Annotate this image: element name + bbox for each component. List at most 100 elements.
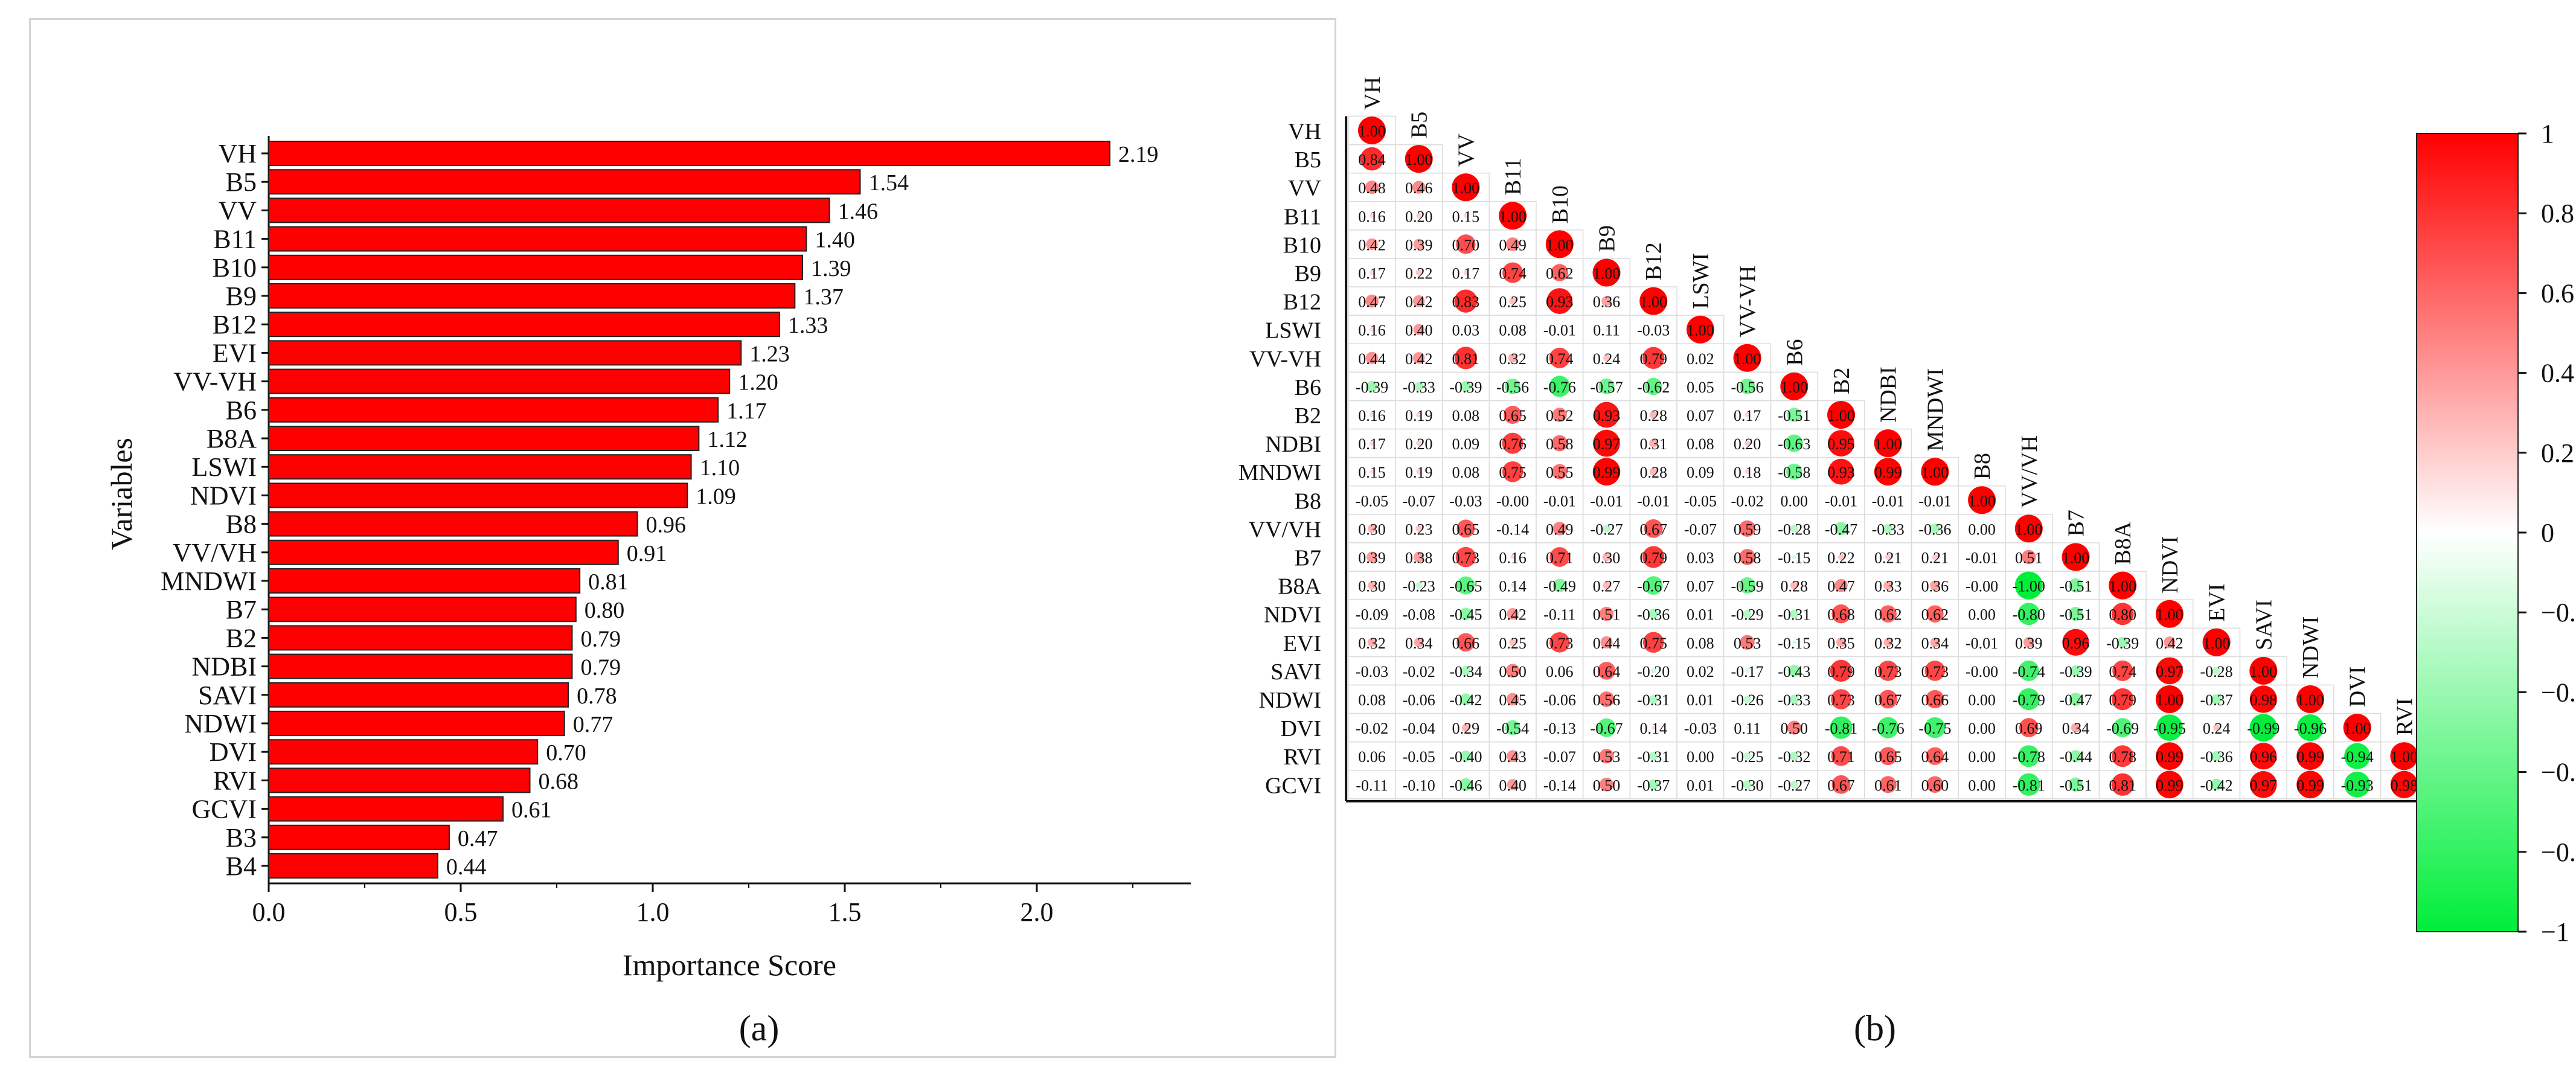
corr-circle xyxy=(1459,607,1472,621)
corr-value: 0.02 xyxy=(1687,663,1714,681)
colorbar-tick-label: −0.6 xyxy=(2541,758,2576,787)
corr-value: -0.07 xyxy=(1403,492,1435,510)
corr-value: 0.30 xyxy=(1358,520,1386,538)
corr-circle xyxy=(1559,328,1561,331)
corr-circle xyxy=(1597,718,1616,737)
corr-value: -0.33 xyxy=(1778,691,1810,709)
corr-circle xyxy=(1413,551,1424,563)
corr-col-label: VV xyxy=(1453,133,1479,167)
corr-circle xyxy=(2296,770,2324,799)
corr-value: 0.74 xyxy=(1499,265,1527,283)
corr-value: 0.39 xyxy=(1405,236,1433,254)
corr-value: -0.43 xyxy=(1778,663,1810,681)
bar-category-label: SAVI xyxy=(198,681,257,710)
corr-circle xyxy=(2344,743,2371,769)
bar-value-label: 0.68 xyxy=(538,769,578,794)
corr-circle xyxy=(1502,432,1523,454)
corr-value: -0.26 xyxy=(1731,691,1764,709)
corr-value: -0.37 xyxy=(2200,691,2233,709)
corr-row-label: B10 xyxy=(1283,232,1321,258)
corr-value: -0.51 xyxy=(2059,578,2092,595)
corr-col-label: B12 xyxy=(1641,242,1667,280)
bar-NDVI xyxy=(268,482,688,508)
corr-value: 0.99 xyxy=(1593,464,1621,481)
caption-a: (a) xyxy=(739,1008,780,1048)
corr-value: 0.21 xyxy=(1874,549,1902,567)
corr-circle xyxy=(2249,656,2278,685)
bar-value-label: 1.39 xyxy=(811,256,851,281)
corr-circle xyxy=(1981,726,1983,729)
corr-circle xyxy=(1828,430,1854,456)
corr-value: -0.99 xyxy=(2247,720,2280,737)
bar-category-label: B6 xyxy=(226,395,257,425)
bar-LSWI xyxy=(268,454,692,480)
corr-value: 0.23 xyxy=(1405,520,1433,538)
corr-circle xyxy=(2062,629,2089,656)
corr-circle xyxy=(1413,295,1425,307)
corr-circle xyxy=(2017,688,2040,711)
corr-circle xyxy=(1415,525,1422,532)
bar-B10 xyxy=(268,254,804,280)
corr-circle xyxy=(1831,775,1851,794)
corr-circle xyxy=(2212,667,2221,675)
bar-category-label: NDVI xyxy=(190,481,257,510)
corr-circle xyxy=(1699,527,1702,530)
corr-circle xyxy=(1559,670,1561,672)
corr-value: -0.09 xyxy=(1356,606,1388,624)
bar-category-label: VV/VH xyxy=(173,538,257,568)
corr-circle xyxy=(1699,357,1702,359)
corr-value: -0.51 xyxy=(2059,606,2092,624)
corr-value: 1.00 xyxy=(2015,520,2043,538)
corr-circle xyxy=(1883,638,1893,647)
corr-value: -0.01 xyxy=(1872,492,1905,510)
corr-col-label: MNDWI xyxy=(1923,368,1948,451)
corr-value: 0.08 xyxy=(1687,435,1714,453)
corr-circle xyxy=(1651,725,1656,730)
corr-value: 0.08 xyxy=(1452,464,1480,481)
corr-value: 0.28 xyxy=(1639,407,1667,424)
corr-value: 0.42 xyxy=(1405,293,1433,311)
corr-circle xyxy=(1926,605,1944,623)
corr-value: -0.81 xyxy=(2013,777,2045,794)
corr-col-label: LSWI xyxy=(1688,253,1714,309)
corr-circle xyxy=(1885,554,1891,560)
corr-value: 0.97 xyxy=(1593,435,1621,453)
corr-circle xyxy=(1510,554,1515,560)
corr-circle xyxy=(1790,609,1799,618)
corr-circle xyxy=(1463,270,1469,275)
corr-row-label: VV-VH xyxy=(1249,347,1321,372)
corr-value: -0.36 xyxy=(1918,520,1951,538)
corr-circle xyxy=(1413,324,1424,335)
corr-circle xyxy=(1417,612,1420,615)
corr-value: 0.83 xyxy=(1452,293,1480,311)
corr-value: 0.74 xyxy=(1546,350,1574,368)
corr-circle xyxy=(2023,636,2034,648)
corr-circle xyxy=(1414,382,1424,391)
corr-circle xyxy=(1883,524,1893,533)
corr-circle xyxy=(1365,294,1379,308)
corr-value: 0.47 xyxy=(1358,293,1386,311)
corr-circle xyxy=(1366,380,1377,392)
corr-circle xyxy=(1417,783,1420,786)
corr-value: -0.37 xyxy=(1637,777,1670,794)
corr-value: 0.40 xyxy=(1405,322,1433,339)
corr-value: -0.56 xyxy=(1731,379,1764,396)
bar-category-label: B2 xyxy=(226,623,257,653)
corr-circle xyxy=(1981,698,1983,700)
corr-circle xyxy=(2069,750,2082,763)
corr-value: 0.99 xyxy=(2296,777,2324,794)
corr-circle xyxy=(1456,234,1476,254)
corr-value: 1.00 xyxy=(1968,492,1996,510)
corr-value: 1.00 xyxy=(1452,179,1480,197)
corr-col-label: B6 xyxy=(1782,339,1807,366)
corr-circle xyxy=(1599,606,1614,621)
corr-circle xyxy=(1926,690,1944,709)
corr-col-label: B9 xyxy=(1595,225,1620,252)
corr-col-label: NDWI xyxy=(2298,616,2324,679)
corr-row-label: EVI xyxy=(1283,631,1321,656)
corr-value: 0.28 xyxy=(1781,578,1809,595)
corr-value: -0.15 xyxy=(1778,635,1810,652)
corr-value: 0.20 xyxy=(1405,208,1433,225)
corr-value: -0.00 xyxy=(1966,578,1998,595)
corr-circle xyxy=(1559,698,1561,700)
